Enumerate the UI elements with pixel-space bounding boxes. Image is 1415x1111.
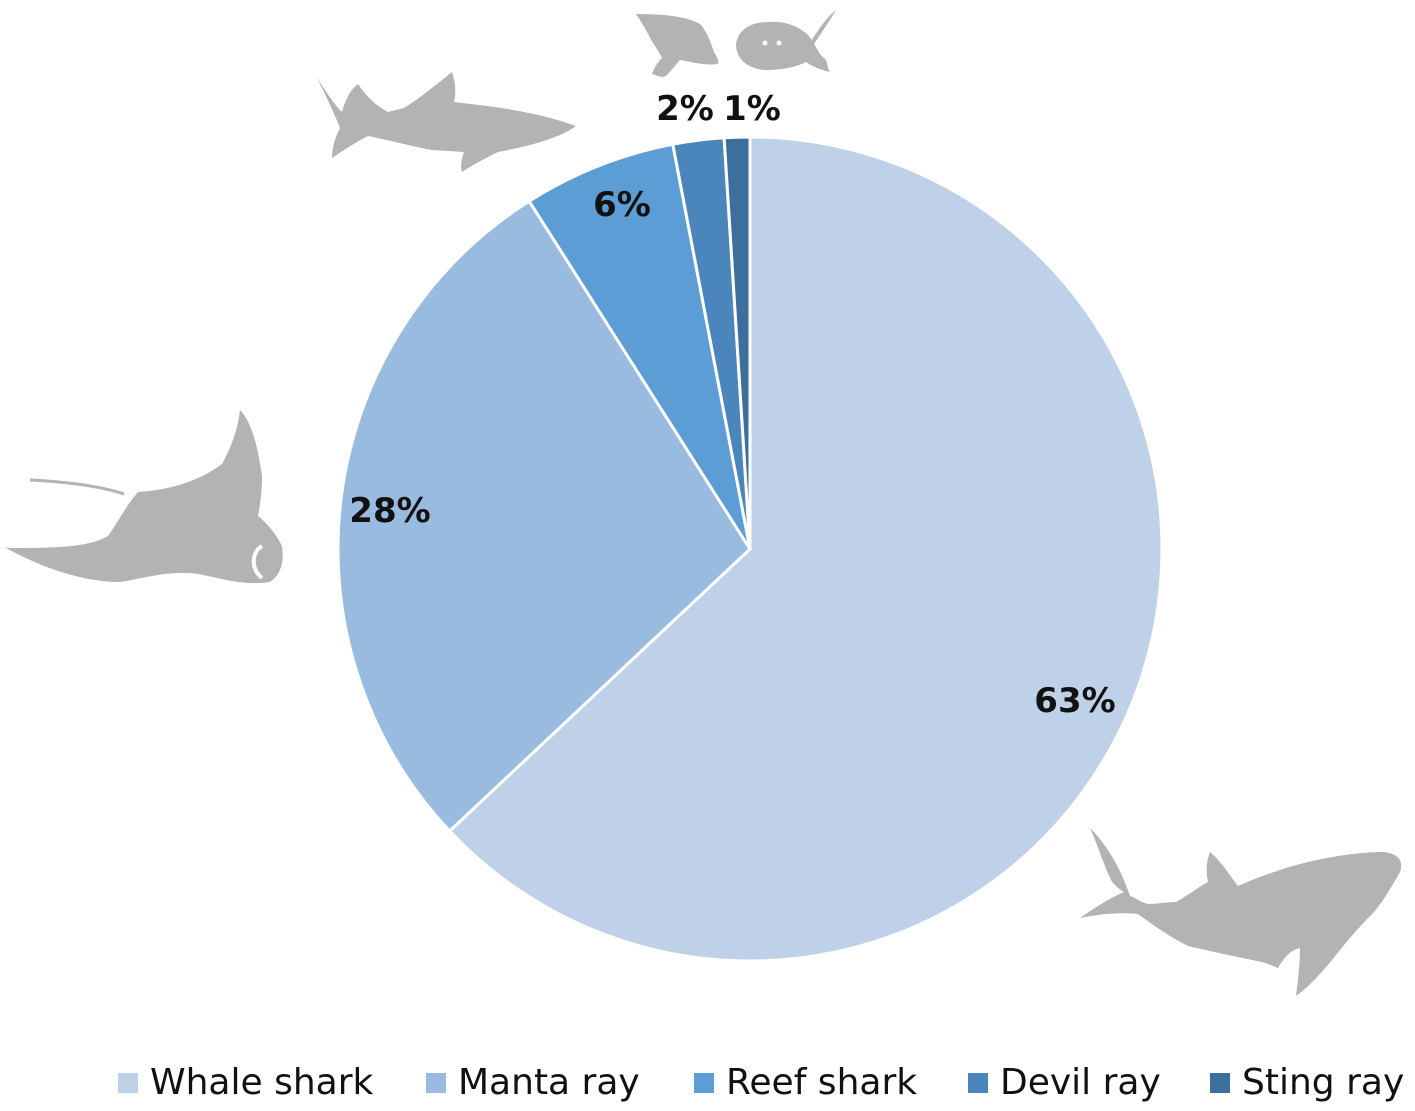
legend-label-manta-ray: Manta ray xyxy=(458,1062,640,1103)
legend-swatch-manta-ray xyxy=(426,1073,446,1093)
legend-item-devil-ray: Devil ray xyxy=(968,1060,1161,1106)
data-label-sting-ray: 1% xyxy=(723,89,781,129)
whale-shark-icon xyxy=(1080,828,1402,996)
data-label-reef-shark: 6% xyxy=(593,185,651,225)
legend-swatch-devil-ray xyxy=(968,1073,988,1093)
data-label-manta-ray: 28% xyxy=(349,491,430,531)
legend-item-whale-shark: Whale shark xyxy=(118,1060,373,1106)
pie-slice-sting-ray xyxy=(722,135,752,551)
legend-label-sting-ray: Sting ray xyxy=(1242,1062,1405,1103)
legend-item-manta-ray: Manta ray xyxy=(426,1060,640,1106)
legend-label-reef-shark: Reef shark xyxy=(726,1062,918,1103)
pie-slice-reef-shark xyxy=(527,142,752,551)
legend-swatch-sting-ray xyxy=(1210,1073,1230,1093)
chart-legend: Whale shark Manta ray Reef shark Devil r… xyxy=(0,1060,1415,1106)
reef-shark-icon xyxy=(316,72,576,172)
pie-slice-whale-shark xyxy=(448,135,1164,963)
legend-item-sting-ray: Sting ray xyxy=(1210,1060,1404,1106)
pie-slices xyxy=(336,135,1164,963)
manta-ray-icon xyxy=(6,410,283,584)
devil-ray-icon xyxy=(636,14,719,77)
legend-swatch-reef-shark xyxy=(694,1073,714,1093)
pie-slice-manta-ray xyxy=(336,199,752,833)
data-label-whale-shark: 63% xyxy=(1034,681,1115,721)
sting-ray-icon xyxy=(736,10,836,72)
legend-swatch-whale-shark xyxy=(118,1073,138,1093)
legend-label-whale-shark: Whale shark xyxy=(150,1062,374,1103)
data-label-devil-ray: 2% xyxy=(656,89,714,129)
legend-label-devil-ray: Devil ray xyxy=(1000,1062,1161,1103)
legend-item-reef-shark: Reef shark xyxy=(694,1060,917,1106)
pie-data-labels: 63% 28% 6% 2% 1% xyxy=(349,89,1115,721)
